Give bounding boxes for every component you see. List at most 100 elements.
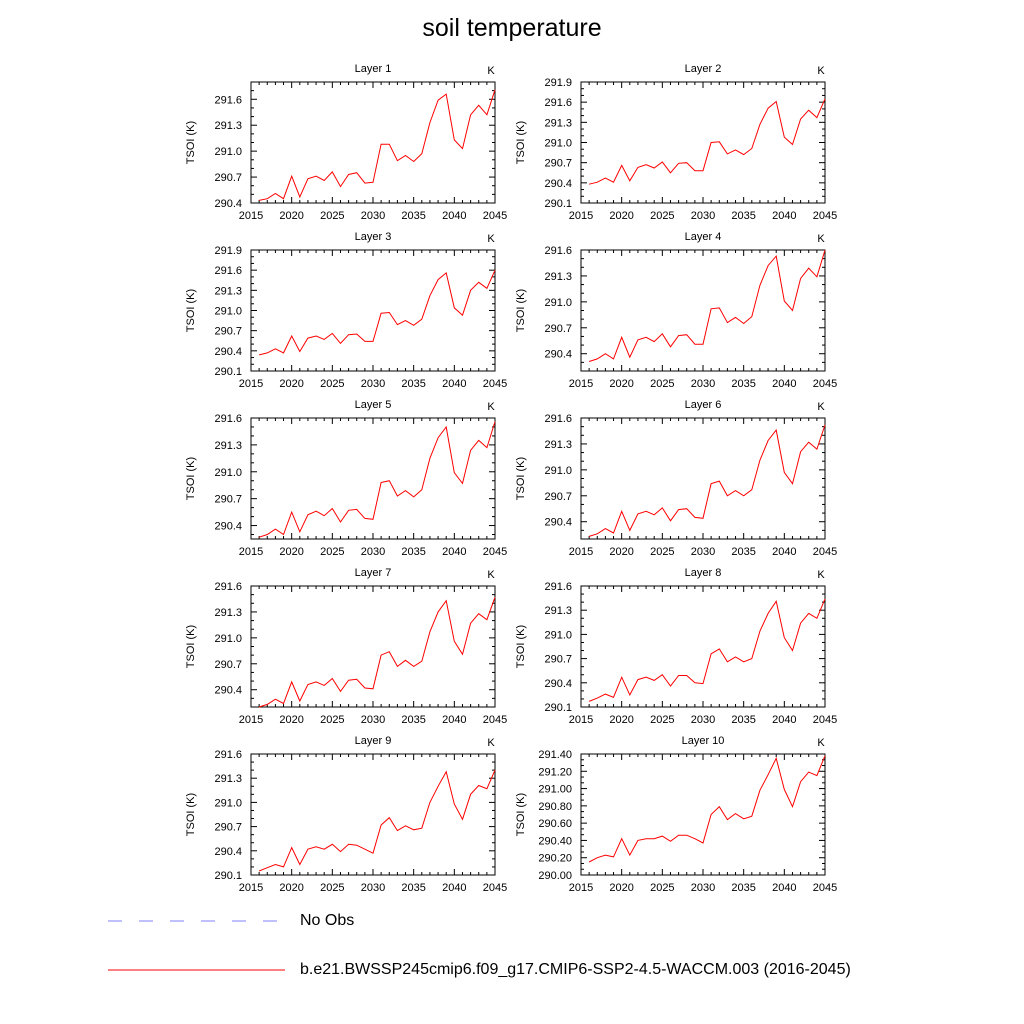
- y-tick-label: 290.1: [544, 198, 572, 210]
- x-tick-label: 2020: [279, 882, 303, 894]
- x-tick-label: 2045: [483, 546, 507, 558]
- x-tick-label: 2020: [279, 210, 303, 222]
- legend-label-model: b.e21.BWSSP245cmip6.f09_g17.CMIP6-SSP2-4…: [300, 961, 851, 978]
- x-tick-label: 2015: [569, 378, 593, 390]
- x-tick-label: 2040: [442, 378, 466, 390]
- x-tick-label: 2030: [361, 714, 385, 726]
- x-tick-label: 2015: [569, 882, 593, 894]
- y-tick-label: 291.0: [214, 633, 242, 645]
- y-tick-label: 291.0: [544, 629, 572, 641]
- panel-layer-9: 2015 2020 2025 2030 2035 2040 2045 290.1 290.4 29…: [185, 735, 507, 894]
- x-tick-label: 2045: [483, 378, 507, 390]
- y-axis-label: TSOI (K): [185, 793, 197, 836]
- y-tick-label: 291.3: [544, 439, 572, 451]
- plot-frame: [250, 249, 496, 372]
- x-tick-label: 2040: [772, 210, 796, 222]
- panel-title: Layer 1: [355, 63, 392, 75]
- y-tick-label: 291.6: [544, 97, 572, 109]
- y-tick-label: 290.4: [214, 685, 242, 697]
- y-axis-label: TSOI (K): [515, 793, 527, 836]
- x-tick-label: 2035: [401, 546, 425, 558]
- y-tick-label: 291.3: [214, 607, 242, 619]
- panel-units: K: [817, 737, 825, 749]
- y-tick-label: 291.6: [214, 265, 242, 277]
- y-axis-label: TSOI (K): [515, 289, 527, 332]
- y-tick-label: 291.6: [214, 581, 242, 593]
- y-tick-label: 291.0: [214, 467, 242, 479]
- y-tick-label: 290.7: [214, 326, 242, 338]
- panel-title: Layer 3: [355, 231, 392, 243]
- x-tick-label: 2045: [483, 882, 507, 894]
- y-tick-label: 290.4: [544, 349, 572, 361]
- panel-layer-5: 2015 2020 2025 2030 2035 2040 2045 290.4 290.7 29…: [185, 399, 507, 558]
- y-tick-label: 291.0: [544, 465, 572, 477]
- x-tick-label: 2030: [691, 882, 715, 894]
- y-tick-label: 290.1: [214, 870, 242, 882]
- series-line: [258, 269, 496, 356]
- y-tick-label: 290.1: [214, 366, 242, 378]
- x-tick-label: 2020: [609, 882, 633, 894]
- y-tick-label: 290.7: [214, 494, 242, 506]
- x-tick-label: 2035: [401, 210, 425, 222]
- panel-title: Layer 2: [685, 63, 722, 75]
- y-tick-label: 291.3: [214, 773, 242, 785]
- y-tick-label: 290.4: [214, 198, 242, 210]
- series-line: [258, 89, 496, 201]
- y-tick-label: 290.7: [544, 491, 572, 503]
- panel-title: Layer 5: [355, 399, 392, 411]
- panel-layer-10: 2015 2020 2025 2030 2035 2040 2045 290.00 290.20…: [515, 735, 837, 894]
- x-tick-label: 2025: [650, 714, 674, 726]
- x-tick-label: 2020: [609, 378, 633, 390]
- x-tick-label: 2020: [279, 378, 303, 390]
- y-tick-label: 290.4: [544, 678, 572, 690]
- x-tick-label: 2020: [609, 714, 633, 726]
- y-tick-label: 290.4: [214, 521, 242, 533]
- x-tick-label: 2015: [569, 546, 593, 558]
- series-line: [588, 98, 826, 185]
- y-tick-label: 291.0: [214, 797, 242, 809]
- x-tick-label: 2025: [650, 378, 674, 390]
- series-line: [258, 597, 496, 708]
- panel-units: K: [487, 65, 495, 77]
- y-tick-label: 291.9: [214, 245, 242, 257]
- plot-frame: [580, 585, 826, 708]
- x-tick-label: 2045: [483, 210, 507, 222]
- x-tick-label: 2030: [691, 210, 715, 222]
- x-tick-label: 2045: [813, 882, 837, 894]
- y-tick-label: 291.6: [544, 245, 572, 257]
- x-tick-label: 2035: [731, 714, 755, 726]
- x-tick-label: 2030: [361, 546, 385, 558]
- panel-units: K: [487, 737, 495, 749]
- x-tick-label: 2045: [813, 546, 837, 558]
- x-tick-label: 2025: [320, 714, 344, 726]
- y-tick-label: 290.4: [214, 346, 242, 358]
- x-tick-label: 2035: [731, 546, 755, 558]
- y-tick-label: 290.7: [214, 172, 242, 184]
- y-tick-label: 291.0: [214, 146, 242, 158]
- x-tick-label: 2045: [813, 378, 837, 390]
- series-line: [258, 421, 496, 538]
- y-tick-label: 291.6: [544, 413, 572, 425]
- y-tick-label: 291.3: [544, 605, 572, 617]
- x-tick-label: 2015: [239, 714, 263, 726]
- x-tick-label: 2025: [320, 378, 344, 390]
- y-tick-label: 290.4: [544, 178, 572, 190]
- x-tick-label: 2020: [279, 714, 303, 726]
- x-tick-label: 2015: [239, 210, 263, 222]
- x-tick-label: 2035: [731, 882, 755, 894]
- y-tick-label: 291.6: [214, 749, 242, 761]
- panel-units: K: [817, 401, 825, 413]
- y-tick-label: 290.7: [214, 659, 242, 671]
- y-axis-label: TSOI (K): [185, 121, 197, 164]
- panel-layer-4: 2015 2020 2025 2030 2035 2040 2045 290.4 290.7 29…: [515, 231, 837, 390]
- plot-frame: [580, 753, 826, 876]
- y-tick-label: 291.3: [214, 285, 242, 297]
- x-tick-label: 2020: [279, 546, 303, 558]
- x-tick-label: 2015: [569, 210, 593, 222]
- panel-title: Layer 9: [355, 735, 392, 747]
- x-tick-label: 2030: [691, 546, 715, 558]
- panel-units: K: [487, 233, 495, 245]
- y-tick-label: 290.4: [214, 846, 242, 858]
- y-tick-label: 291.40: [538, 749, 572, 761]
